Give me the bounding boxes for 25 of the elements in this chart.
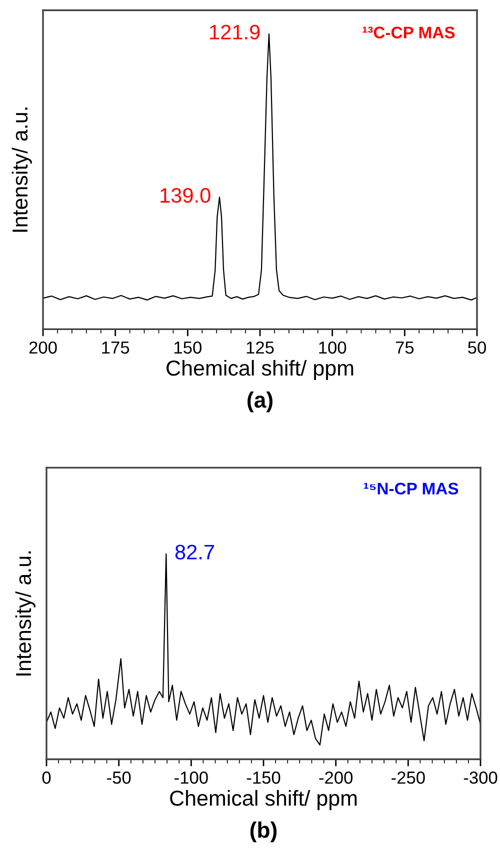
text: ¹⁵N-CP MAS — [364, 482, 458, 495]
x-tick-label: 100 — [319, 341, 346, 354]
x-tick-label: 50 — [468, 341, 486, 354]
text: (b) — [250, 822, 277, 842]
x-tick-label: 0 — [42, 772, 51, 784]
annotation: 82.7 — [175, 544, 214, 560]
x-tick-label: -200 — [319, 772, 353, 784]
annotation: ¹³C-CP MAS — [362, 26, 455, 38]
x-tick-label: 175 — [102, 342, 130, 354]
x-tick-label: -300 — [464, 772, 498, 784]
x-tick-label: 200 — [29, 341, 57, 354]
x-tick-label: -100 — [174, 772, 208, 784]
text: (a) — [248, 391, 272, 412]
annotation: 139.0 — [160, 188, 210, 203]
x-axis-title: Chemical shift/ ppm — [166, 360, 354, 380]
x-tick-label: -150 — [246, 772, 280, 784]
annotation: 121.9 — [210, 24, 260, 40]
x-tick-label: -250 — [392, 772, 425, 784]
y-axis-title: Intensity/ a.u. — [15, 551, 36, 676]
x-tick-label: -50 — [107, 772, 131, 784]
x-tick-label: 125 — [246, 341, 274, 354]
y-axis-title: Intensity/ a.u. — [12, 108, 32, 232]
x-axis-title: Chemical shift/ ppm — [170, 790, 357, 810]
x-tick-label: 150 — [174, 341, 202, 354]
x-tick-label: 75 — [396, 342, 414, 354]
